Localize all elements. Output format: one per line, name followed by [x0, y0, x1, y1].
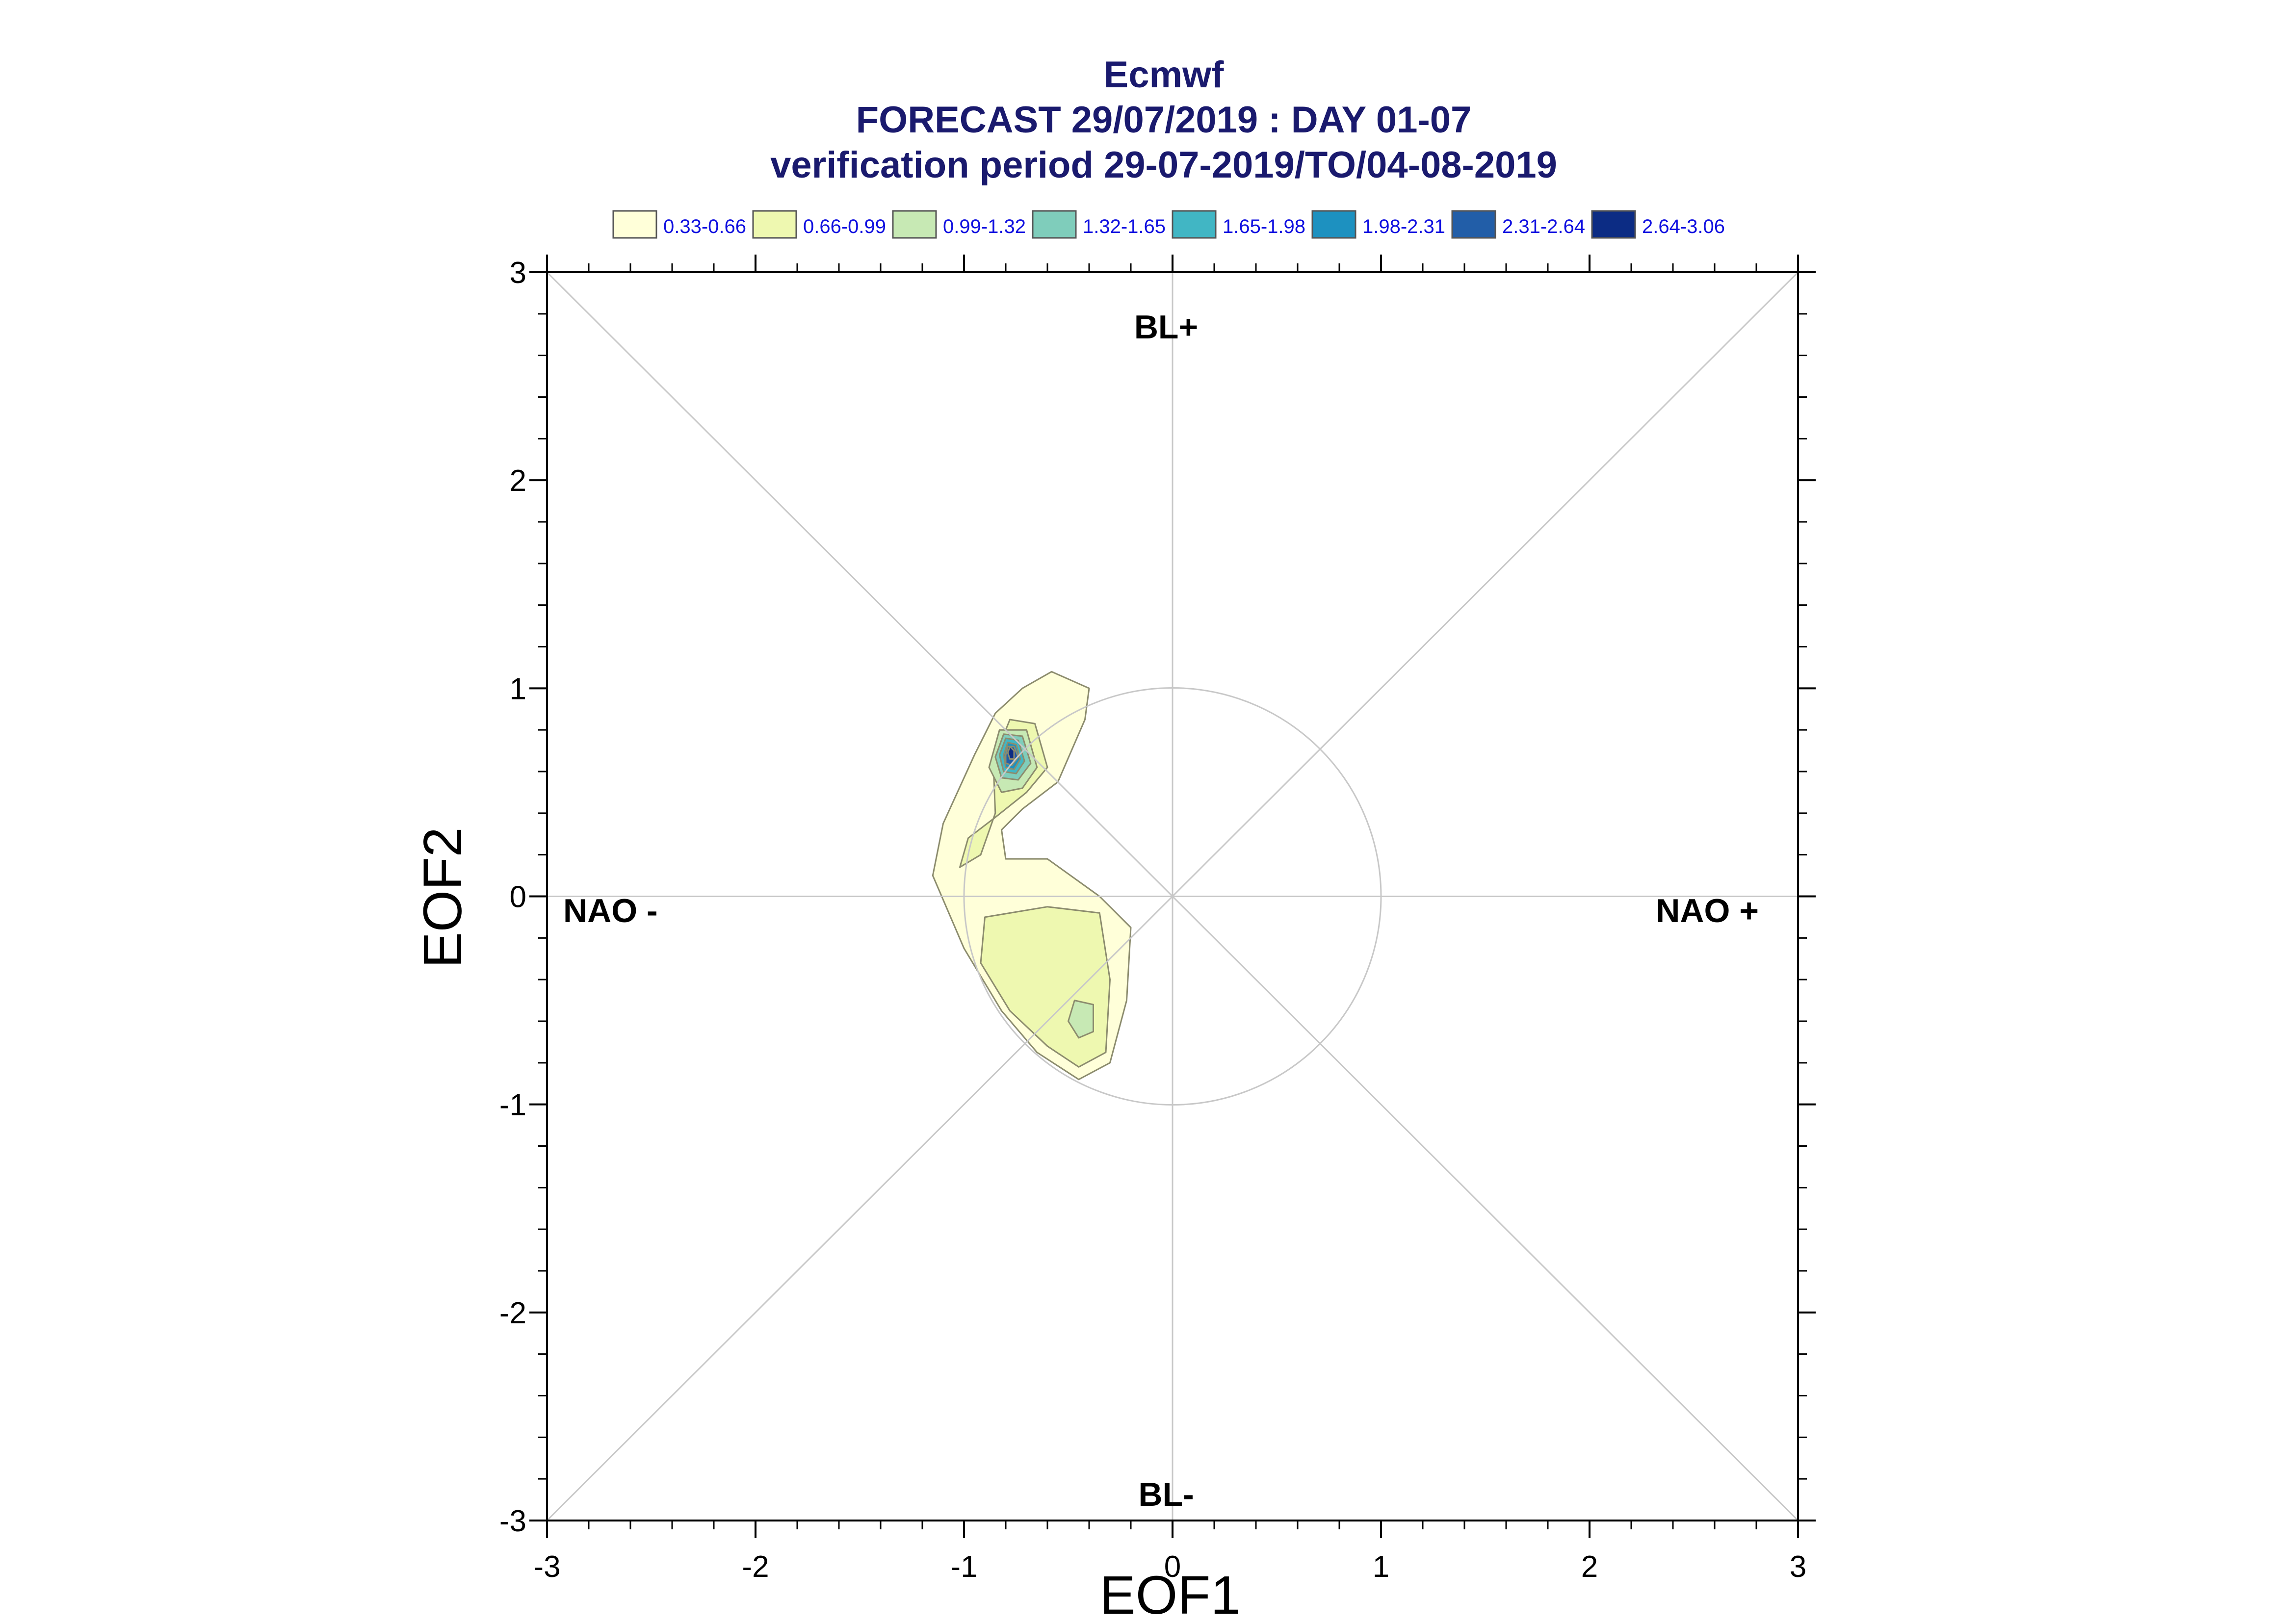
legend-swatch — [1591, 210, 1636, 239]
x-tick-label: -2 — [742, 1550, 769, 1584]
x-tick-label: -3 — [533, 1550, 560, 1584]
density-contour — [980, 906, 1111, 1068]
regime-label-left: NAO - — [563, 892, 658, 929]
legend-label: 0.66-0.99 — [803, 216, 886, 237]
y-axis-label: EOF2 — [413, 827, 473, 968]
legend-label: 2.31-2.64 — [1502, 216, 1585, 237]
legend-swatch — [1172, 210, 1217, 239]
legend-swatch — [892, 210, 937, 239]
legend: 0.33-0.66 0.66-0.99 0.99-1.32 1.32-1.65 1.65… — [612, 210, 1725, 239]
x-tick-label: 0 — [1164, 1550, 1181, 1584]
y-tick-label: 0 — [510, 880, 526, 914]
legend-swatch — [1032, 210, 1077, 239]
legend-label: 1.65-1.98 — [1223, 216, 1305, 237]
density-contours — [932, 670, 1132, 1081]
y-tick-label: 1 — [510, 672, 526, 706]
x-tick-label: 2 — [1581, 1550, 1598, 1584]
density-contour — [1068, 1000, 1094, 1039]
guide-lines — [546, 271, 1799, 1521]
x-tick-label: 1 — [1373, 1550, 1389, 1584]
chart-subtitle: FORECAST 29/07/2019 : DAY 01-07 — [856, 99, 1472, 141]
legend-label: 1.98-2.31 — [1362, 216, 1445, 237]
y-tick-label: -1 — [499, 1088, 526, 1122]
legend-swatch — [1311, 210, 1356, 239]
x-axis-label: EOF1 — [1099, 1565, 1240, 1624]
y-tick-label: -3 — [499, 1504, 526, 1538]
x-tick-label: 3 — [1790, 1550, 1806, 1584]
y-tick-label: 2 — [510, 464, 526, 498]
density-contour — [1007, 746, 1015, 760]
chart-subtitle-period: verification period 29-07-2019/TO/04-08-… — [770, 144, 1557, 186]
regime-label-top: BL+ — [1134, 309, 1198, 346]
legend-label: 2.64-3.06 — [1642, 216, 1725, 237]
y-tick-label: -2 — [499, 1296, 526, 1330]
chart-title: Ecmwf — [1104, 54, 1225, 96]
legend-label: 0.33-0.66 — [663, 216, 746, 237]
axis-ticks: -3 -2 -1 0 1 2 3 -3 -2 -1 0 1 2 3 — [499, 255, 1816, 1584]
legend-swatch — [1451, 210, 1496, 239]
legend-label: 1.32-1.65 — [1083, 216, 1166, 237]
y-tick-label: 3 — [510, 256, 526, 290]
regime-label-right: NAO + — [1656, 892, 1759, 929]
legend-swatch — [752, 210, 797, 239]
legend-swatch — [612, 210, 657, 239]
reference-circle — [963, 687, 1382, 1106]
regime-label-bottom: BL- — [1138, 1476, 1194, 1513]
legend-label: 0.99-1.32 — [943, 216, 1026, 237]
x-tick-label: -1 — [950, 1550, 977, 1584]
